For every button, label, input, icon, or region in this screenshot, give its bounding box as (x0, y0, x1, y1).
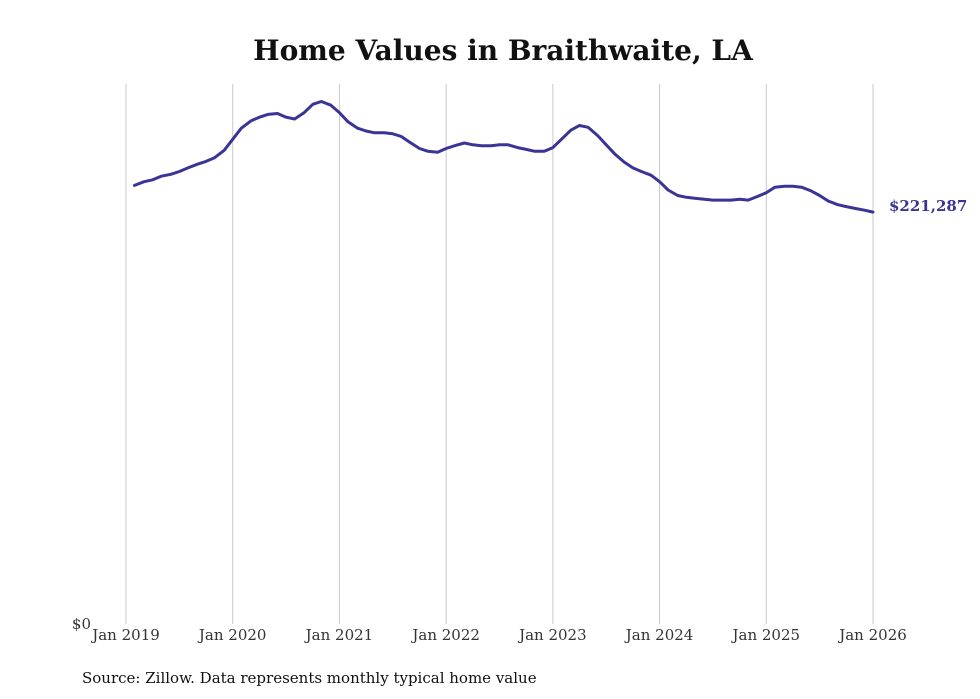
x-tick-label-2023: Jan 2023 (517, 626, 587, 644)
source-note: Source: Zillow. Data represents monthly … (82, 669, 537, 687)
chart-title: Home Values in Braithwaite, LA (253, 34, 754, 67)
x-tick-label-2025: Jan 2025 (731, 626, 801, 644)
series-line-home-value (133, 100, 875, 214)
y-tick-label-0: $0 (72, 615, 91, 633)
x-tick-label-2022: Jan 2022 (410, 626, 480, 644)
x-tick-label-2020: Jan 2020 (197, 626, 267, 644)
y-axis-ticks: $0 (72, 615, 91, 633)
end-value-label: $221,287 (889, 197, 967, 215)
x-tick-label-2026: Jan 2026 (837, 626, 907, 644)
x-tick-label-2024: Jan 2024 (624, 626, 694, 644)
x-tick-label-2021: Jan 2021 (304, 626, 374, 644)
gridlines (125, 84, 874, 624)
x-axis-ticks: Jan 2019 Jan 2020 Jan 2021 Jan 2022 Jan 2023… (90, 626, 907, 644)
x-tick-label-2019: Jan 2019 (90, 626, 160, 644)
